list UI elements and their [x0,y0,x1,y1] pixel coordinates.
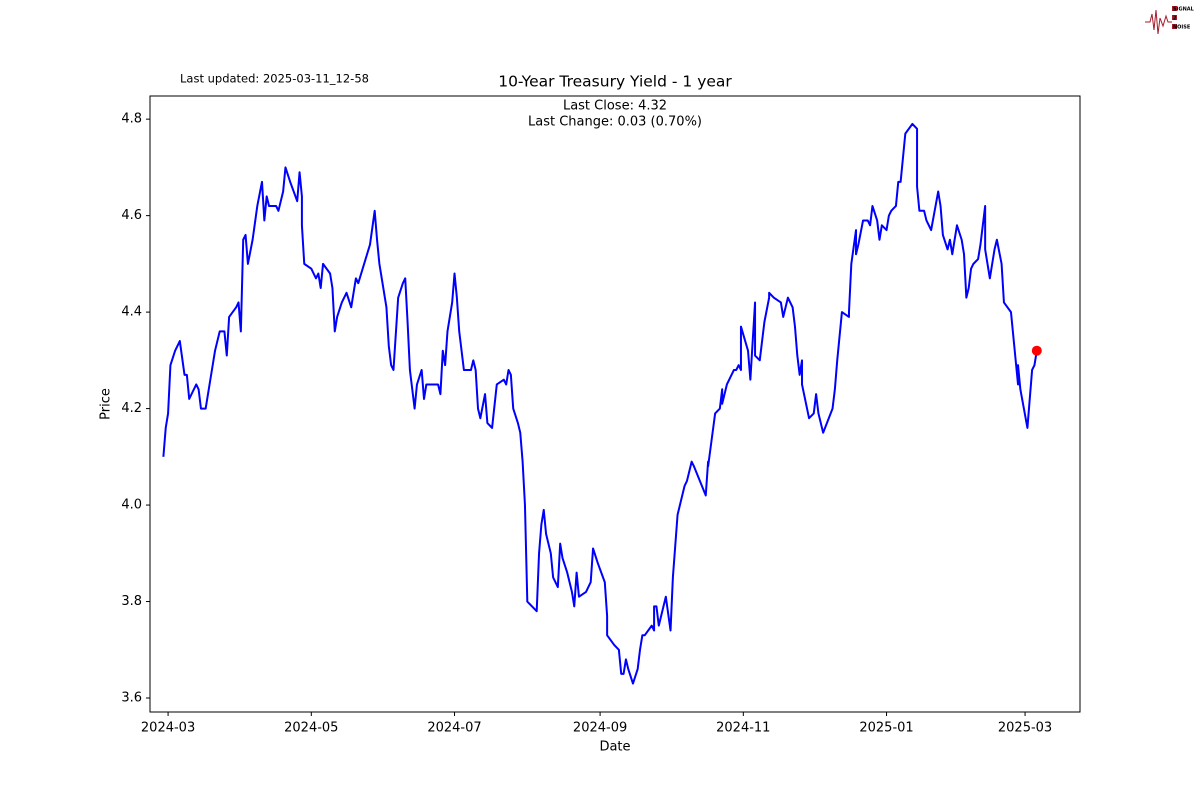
y-tick-label: 4.6 [121,208,142,223]
logo-text: SIGNAL [1173,7,1195,13]
y-tick-label: 4.2 [121,401,142,416]
logo-text: 2 [1173,16,1177,22]
x-tick-label: 2024-03 [141,721,195,736]
y-tick-label: 4.8 [121,112,142,127]
x-axis-label: Date [599,740,630,755]
last-updated: Last updated: 2025-03-11_12-58 [180,72,369,86]
logo-box [1172,6,1177,11]
y-tick-label: 3.6 [121,691,142,706]
x-tick-label: 2024-11 [716,721,770,736]
logo-wave [1145,9,1172,35]
y-axis-label: Price [99,388,114,420]
logo-text: NOISE [1173,25,1191,31]
chart-title: 10-Year Treasury Yield - 1 year [498,73,732,91]
y-tick-label: 3.8 [121,594,142,609]
annotation: Last Close: 4.32 [563,99,667,114]
y-tick-label: 4.0 [121,498,142,513]
last-point [1031,345,1042,356]
x-tick-label: 2024-07 [427,721,481,736]
plot-frame [149,95,1081,713]
line-series [162,122,1038,685]
x-tick-label: 2024-09 [573,721,627,736]
logo-box [1172,15,1177,20]
y-tick-label: 4.4 [121,305,142,320]
logo-box [1172,24,1177,29]
annotation: Last Change: 0.03 (0.70%) [528,115,702,130]
x-tick-label: 2025-03 [998,721,1052,736]
x-tick-label: 2025-01 [859,721,913,736]
x-tick-label: 2024-05 [284,721,338,736]
